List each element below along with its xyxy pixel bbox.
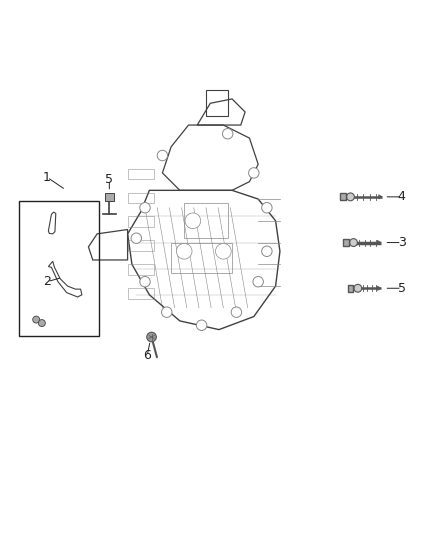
- Text: 4: 4: [398, 190, 406, 204]
- Circle shape: [261, 203, 272, 213]
- Text: 5: 5: [105, 173, 113, 186]
- Bar: [127, 240, 154, 251]
- Bar: [19, 201, 99, 336]
- Circle shape: [196, 320, 207, 330]
- Text: 2: 2: [43, 275, 51, 288]
- Circle shape: [350, 239, 357, 246]
- Bar: [340, 193, 346, 200]
- Bar: [184, 204, 228, 238]
- Bar: [127, 216, 154, 228]
- Text: 5: 5: [398, 282, 406, 295]
- Circle shape: [39, 320, 46, 327]
- Text: 1: 1: [43, 171, 51, 184]
- Circle shape: [131, 233, 141, 244]
- Bar: [343, 239, 349, 246]
- Polygon shape: [378, 240, 381, 245]
- Circle shape: [354, 284, 362, 292]
- Bar: [127, 264, 154, 275]
- Bar: [105, 192, 114, 201]
- Text: 3: 3: [398, 236, 406, 249]
- Polygon shape: [379, 195, 382, 199]
- Circle shape: [249, 168, 259, 178]
- Circle shape: [253, 277, 263, 287]
- Bar: [127, 288, 154, 299]
- Circle shape: [177, 244, 192, 259]
- Bar: [171, 243, 232, 273]
- Text: 6: 6: [143, 349, 151, 362]
- Circle shape: [185, 213, 201, 229]
- Circle shape: [33, 316, 40, 323]
- Circle shape: [223, 128, 233, 139]
- Bar: [206, 90, 228, 116]
- Circle shape: [157, 150, 168, 161]
- Circle shape: [215, 244, 231, 259]
- Circle shape: [231, 307, 242, 318]
- Circle shape: [346, 193, 354, 201]
- Circle shape: [140, 277, 150, 287]
- Polygon shape: [378, 286, 381, 290]
- Bar: [348, 285, 353, 292]
- Bar: [127, 192, 154, 204]
- Circle shape: [261, 246, 272, 256]
- Bar: [127, 168, 154, 180]
- Circle shape: [140, 203, 150, 213]
- Circle shape: [147, 332, 156, 342]
- Circle shape: [162, 307, 172, 318]
